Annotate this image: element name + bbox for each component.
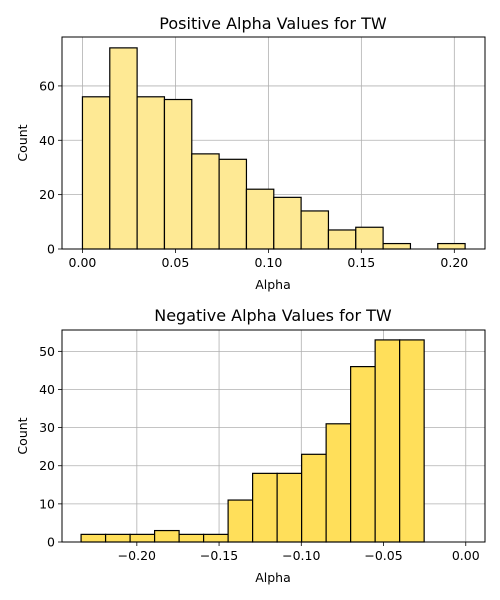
negative-alpha-histogram-bar bbox=[203, 533, 229, 543]
positive-alpha-histogram-bar bbox=[136, 96, 166, 250]
negative-alpha-histogram-bar bbox=[227, 499, 254, 543]
negative-alpha-x-tick-label: −0.05 bbox=[364, 548, 402, 563]
negative-alpha-x-tick-label: −0.15 bbox=[200, 548, 238, 563]
positive-alpha-histogram-bar bbox=[109, 47, 138, 250]
negative-alpha-y-tick-label: 50 bbox=[39, 344, 55, 359]
negative-alpha-title: Negative Alpha Values for TW bbox=[154, 306, 392, 325]
negative-alpha-y-axis-label: Count bbox=[15, 417, 30, 454]
negative-alpha-plot-frame bbox=[61, 329, 486, 543]
negative-alpha-x-axis-label: Alpha bbox=[255, 570, 291, 585]
negative-alpha-histogram-bar bbox=[399, 339, 425, 543]
positive-alpha-x-tick-label: 0.15 bbox=[347, 255, 375, 270]
negative-alpha-y-tick-label: 30 bbox=[39, 420, 55, 435]
negative-alpha-y-tick-label: 40 bbox=[39, 382, 55, 397]
positive-alpha-x-tick-label: 0.05 bbox=[161, 255, 189, 270]
positive-alpha-histogram-bar bbox=[300, 210, 330, 250]
negative-alpha-histogram-bar bbox=[104, 533, 131, 543]
negative-alpha-x-tick-label: 0.00 bbox=[452, 548, 480, 563]
negative-alpha-x-tick-label: −0.20 bbox=[118, 548, 156, 563]
positive-alpha-histogram-bar bbox=[355, 226, 384, 250]
negative-alpha-histogram-bar bbox=[374, 339, 401, 543]
positive-alpha-x-tick-label: 0.20 bbox=[440, 255, 468, 270]
positive-alpha-x-tick-label: 0.00 bbox=[69, 255, 97, 270]
positive-alpha-title: Positive Alpha Values for TW bbox=[159, 14, 387, 33]
negative-alpha-y-tick-label: 0 bbox=[47, 535, 55, 550]
positive-alpha-y-tick-label: 0 bbox=[47, 242, 55, 257]
positive-alpha-histogram-bar bbox=[191, 153, 220, 250]
negative-alpha-histogram-bar bbox=[178, 533, 205, 543]
negative-alpha-histogram-bar bbox=[325, 423, 352, 543]
negative-alpha-histogram-bar bbox=[129, 533, 156, 543]
negative-alpha-panel: Negative Alpha Values for TW −0.20 −0.15−… bbox=[15, 306, 486, 585]
positive-alpha-histogram-bar bbox=[218, 158, 248, 250]
negative-alpha-histogram-bar bbox=[301, 453, 327, 543]
positive-alpha-histogram-bar bbox=[245, 188, 275, 250]
positive-alpha-histogram-bar bbox=[327, 229, 357, 250]
negative-alpha-histogram-bar bbox=[350, 366, 376, 543]
positive-alpha-y-tick-label: 40 bbox=[39, 133, 55, 148]
positive-alpha-x-tick-label: 0.10 bbox=[254, 255, 282, 270]
negative-alpha-y-tick-label: 20 bbox=[39, 458, 55, 473]
positive-alpha-y-tick-label: 60 bbox=[39, 78, 55, 93]
positive-alpha-plot-frame bbox=[61, 36, 486, 250]
negative-alpha-x-tick-label: −0.10 bbox=[282, 548, 320, 563]
positive-alpha-y-axis-label: Count bbox=[15, 124, 30, 161]
negative-alpha-histogram-bar bbox=[153, 529, 180, 543]
negative-alpha-y-tick-label: 10 bbox=[39, 496, 55, 511]
negative-alpha-histogram-bar bbox=[276, 472, 303, 543]
positive-alpha-histogram-bar bbox=[437, 242, 466, 250]
negative-alpha-histogram-bar bbox=[80, 533, 107, 543]
positive-alpha-x-ticks: 0.00 0.05 0.10 0.15 0.20 bbox=[69, 249, 468, 270]
positive-alpha-bars bbox=[81, 47, 466, 250]
negative-alpha-y-ticks: 0 10 20 30 40 50 bbox=[39, 344, 62, 550]
positive-alpha-y-ticks: 0 20 40 60 bbox=[39, 78, 62, 257]
negative-alpha-histogram-bar bbox=[252, 472, 278, 543]
positive-alpha-histogram-bar bbox=[81, 96, 111, 250]
positive-alpha-x-axis-label: Alpha bbox=[255, 277, 291, 292]
positive-alpha-y-tick-label: 20 bbox=[39, 187, 55, 202]
positive-alpha-histogram-bar bbox=[163, 98, 193, 250]
negative-alpha-x-ticks: −0.20 −0.15 −0.10 −0.05 0.00 bbox=[118, 542, 480, 563]
positive-alpha-histogram-bar bbox=[273, 196, 302, 250]
positive-alpha-histogram-bar bbox=[382, 242, 412, 250]
positive-alpha-panel: Positive Alpha Values for TW 0.00 0.05 0.1… bbox=[15, 14, 486, 292]
